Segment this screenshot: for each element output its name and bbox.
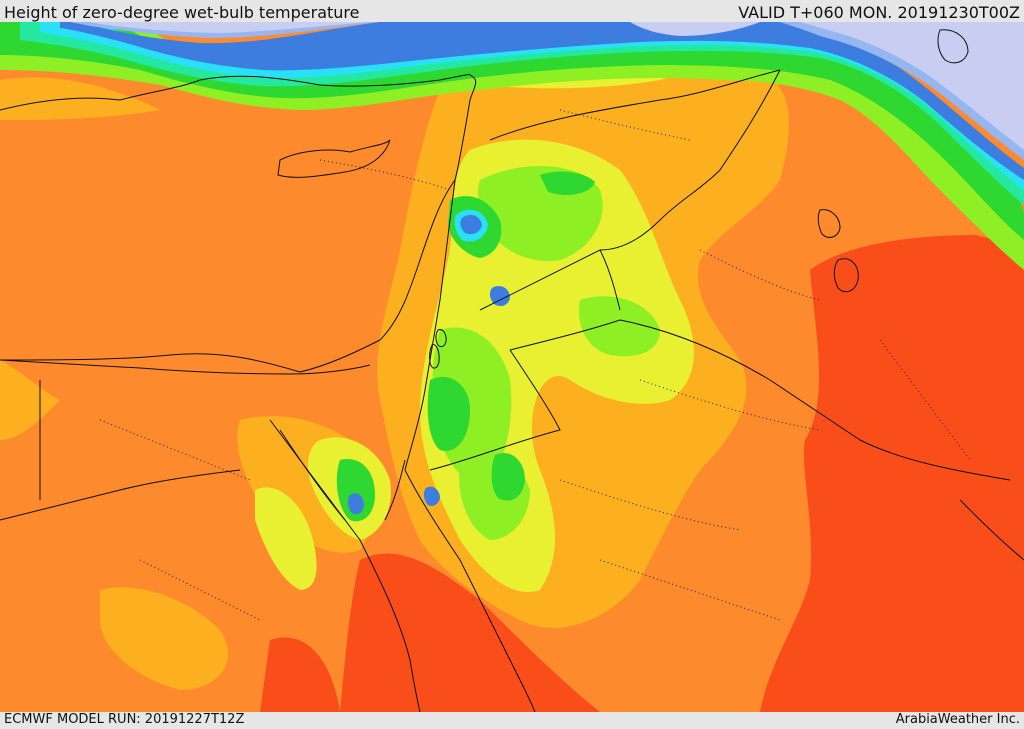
yellow-orange-egypt	[100, 587, 228, 690]
lake-van	[817, 209, 841, 238]
province-line-4	[99, 419, 251, 481]
gulf-aqaba	[384, 459, 406, 521]
lime-zone-iraq	[579, 296, 660, 357]
map-canvas	[0, 22, 1024, 712]
egypt-coast	[0, 359, 371, 375]
syria-iraq-border	[479, 249, 621, 311]
iraq-iran-border	[599, 69, 781, 251]
weather-map[interactable]	[0, 22, 1024, 712]
lake-sevan	[833, 258, 859, 293]
snow-zone-north	[90, 22, 370, 33]
blue-zone-lebanon	[460, 214, 482, 235]
blue-zone-jordan	[489, 286, 510, 306]
yellow-zone-red-sea	[255, 487, 317, 590]
gulf-suez	[279, 429, 346, 521]
model-run: ECMWF MODEL RUN: 20191227T12Z	[4, 712, 245, 727]
sea-of-galilee	[435, 329, 447, 348]
red-zone-south	[340, 553, 600, 712]
israel-coast	[404, 179, 456, 471]
footer-bar: ECMWF MODEL RUN: 20191227T12Z ArabiaWeat…	[0, 712, 1024, 729]
province-line-9	[559, 109, 691, 141]
dead-sea	[429, 344, 440, 369]
iraq-saudi-border	[769, 379, 1011, 481]
province-line-6	[879, 339, 971, 461]
snow-zone-caucasus	[630, 22, 760, 36]
country-borders	[0, 69, 1011, 521]
green-zone-sinai	[336, 459, 375, 522]
map-title: Height of zero-degree wet-bulb temperatu…	[4, 3, 360, 22]
yellow-orange-west	[0, 360, 60, 440]
red-sea-east	[404, 469, 536, 712]
credit-text: ArabiaWeather Inc.	[895, 712, 1020, 727]
jordan-iraq-border	[509, 319, 771, 381]
jordan-saudi-border	[429, 349, 561, 471]
red-zone-southwest	[260, 637, 340, 712]
blue-zone-coast-north	[60, 22, 1024, 180]
persian-gulf	[959, 499, 1024, 561]
turkey-coast-south	[0, 74, 477, 373]
green-zone-jordan	[427, 376, 470, 451]
blue-zone-south	[423, 486, 440, 506]
header-bar: Height of zero-degree wet-bulb temperatu…	[0, 0, 1024, 22]
blue-zone-sinai	[347, 493, 364, 515]
province-line-5	[699, 249, 821, 301]
lake-urmia	[937, 29, 969, 64]
red-zone-east	[760, 235, 1024, 712]
green-zone-southjordan	[491, 452, 525, 501]
snow-zone-northeast	[800, 22, 1024, 150]
turkey-coast-north-west	[0, 74, 471, 111]
valid-time: VALID T+060 MON. 20191230T00Z	[738, 3, 1020, 22]
green-zone-syria	[540, 171, 595, 195]
egypt-sudan-border	[0, 469, 241, 521]
coastlines	[0, 29, 1024, 712]
cyprus	[277, 139, 391, 178]
syria-turkey-border	[489, 69, 781, 141]
province-borders	[99, 109, 971, 621]
